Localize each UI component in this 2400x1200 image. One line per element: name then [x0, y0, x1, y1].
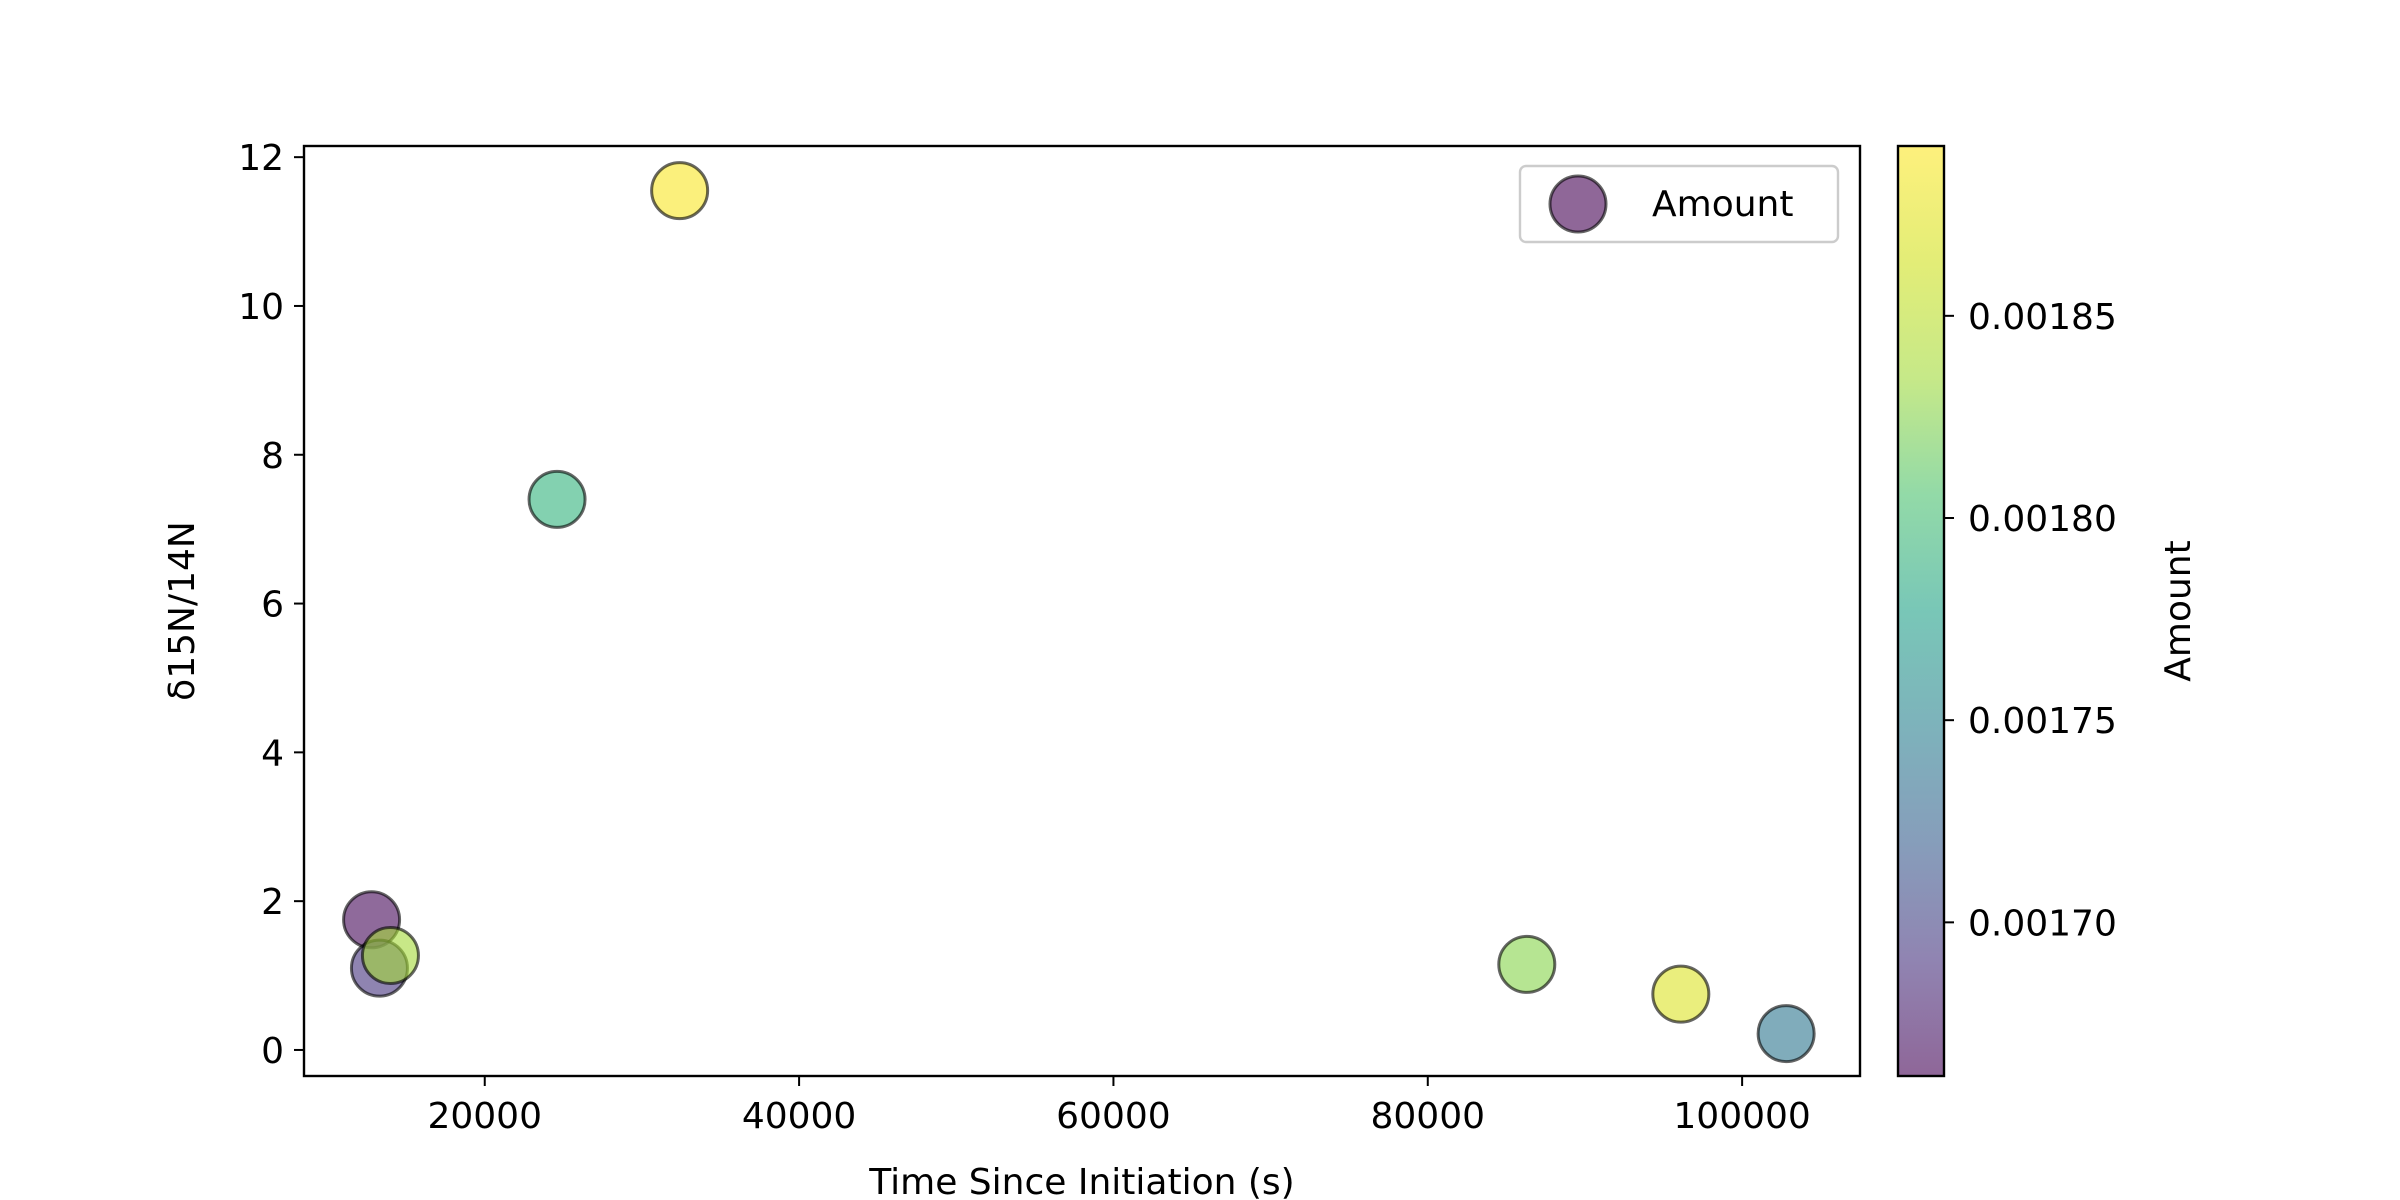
scatter-point	[1756, 1004, 1816, 1064]
colorbar-ticks: 0.00170 0.00175 0.00180 0.00185	[1944, 297, 2117, 944]
colorbar-tick-label: 0.00180	[1968, 499, 2117, 540]
scatter-point	[360, 925, 420, 985]
x-axis-label: Time Since Initiation (s)	[868, 1162, 1294, 1200]
y-tick-label: 0	[261, 1031, 284, 1072]
x-tick-label: 60000	[1056, 1096, 1171, 1137]
y-axis: 0 2 4 6 8 10 12	[238, 138, 304, 1072]
colorbar-tick-label: 0.00175	[1968, 701, 2117, 742]
scatter-point	[1651, 964, 1711, 1024]
colorbar-gradient	[1898, 146, 1944, 1076]
y-tick-label: 8	[261, 436, 284, 477]
legend-entry-amount: Amount	[1652, 184, 1793, 225]
plot-frame	[302, 144, 1862, 1078]
colorbar: 0.00170 0.00175 0.00180 0.00185 Amount	[1896, 144, 2199, 1078]
y-tick-label: 4	[261, 733, 284, 774]
x-tick-label: 100000	[1673, 1096, 1810, 1137]
colorbar-label: Amount	[2158, 540, 2199, 681]
y-tick-label: 2	[261, 882, 284, 923]
colorbar-frame	[1896, 144, 1946, 1078]
x-tick-label: 20000	[427, 1096, 542, 1137]
y-tick-label: 12	[238, 138, 284, 179]
scatter-point	[650, 161, 710, 221]
y-axis-label: δ15N/14N	[162, 521, 203, 701]
y-tick-label: 6	[261, 585, 284, 626]
scatter-points	[342, 161, 1816, 1064]
y-tick-label: 10	[238, 287, 284, 328]
x-tick-label: 40000	[742, 1096, 857, 1137]
legend: Amount	[1518, 164, 1840, 244]
colorbar-tick-label: 0.00185	[1968, 297, 2117, 338]
colorbar-tick-label: 0.00170	[1968, 903, 2117, 944]
x-axis: 20000 40000 60000 80000 100000	[427, 1076, 1811, 1137]
scatter-point	[527, 469, 587, 529]
scatter-point	[1497, 934, 1557, 994]
legend-marker	[1548, 174, 1608, 234]
x-tick-label: 80000	[1371, 1096, 1486, 1137]
